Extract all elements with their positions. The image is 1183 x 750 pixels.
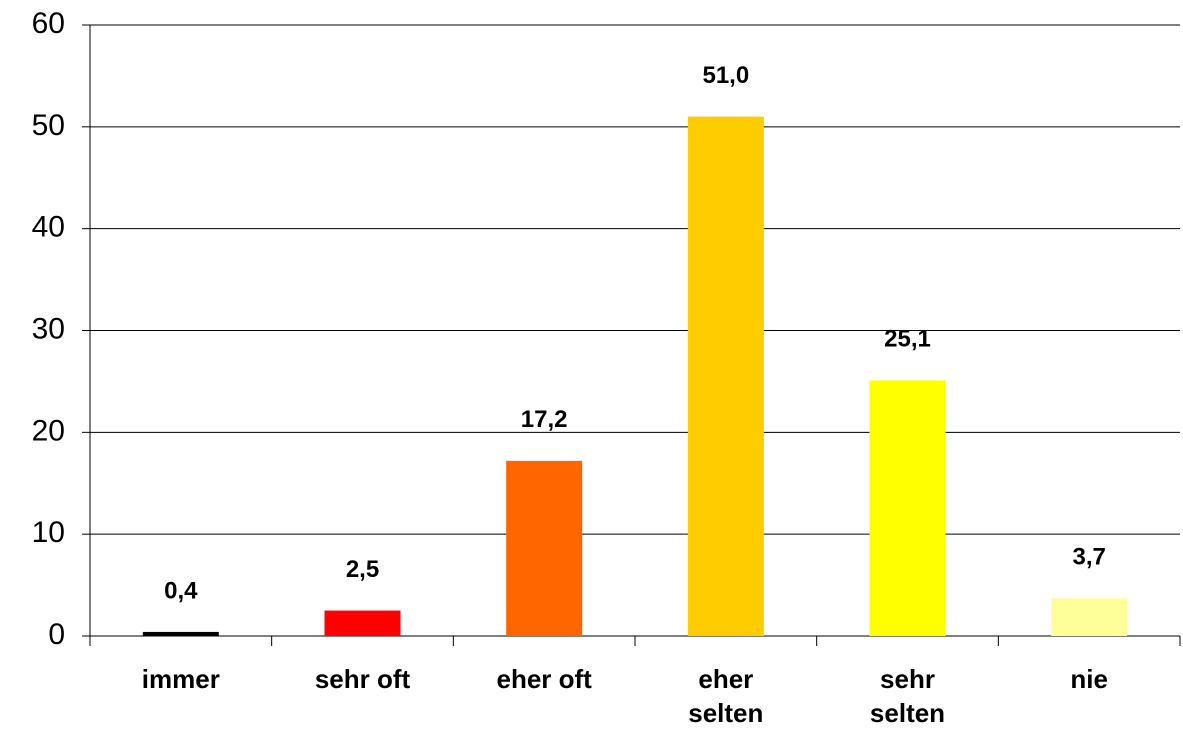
- y-tick-label: 10: [32, 516, 65, 549]
- bar: [869, 380, 946, 636]
- x-tick-label: sehr oft: [314, 664, 411, 694]
- value-label: 17,2: [521, 406, 568, 433]
- bar: [142, 631, 219, 636]
- y-tick-label: 50: [32, 109, 65, 142]
- y-tick-label: 30: [32, 312, 65, 345]
- x-tick-label: eher selten: [688, 664, 764, 728]
- value-label: 2,5: [346, 556, 379, 583]
- y-tick-label: 40: [32, 211, 65, 244]
- x-tick-label: nie: [1070, 664, 1108, 694]
- y-tick-label: 60: [32, 7, 65, 40]
- value-label: 25,1: [884, 326, 931, 353]
- x-tick-label: sehr selten: [869, 664, 946, 728]
- bar: [1051, 598, 1128, 636]
- y-tick-label: 0: [48, 618, 65, 651]
- bar: [506, 460, 583, 636]
- x-tick-label: immer: [141, 664, 220, 694]
- y-tick-label: 20: [32, 414, 65, 447]
- bar: [324, 610, 401, 636]
- bar: [687, 116, 764, 636]
- x-tick-label: eher oft: [496, 664, 592, 694]
- value-label: 0,4: [164, 577, 198, 604]
- value-label: 51,0: [702, 62, 749, 89]
- value-label: 3,7: [1072, 544, 1105, 571]
